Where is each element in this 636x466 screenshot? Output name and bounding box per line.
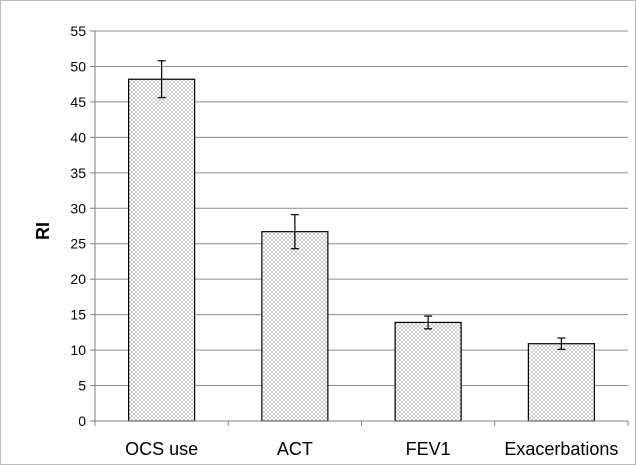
y-tick-label: 25	[70, 236, 86, 252]
bar	[128, 78, 196, 422]
labels: 0 5 10 15 20 25 30 35 40 45 50 55 OCS use ACT FEV1 Exac…	[70, 23, 618, 459]
y-tick-label: 45	[70, 94, 86, 110]
axes	[90, 30, 629, 426]
x-category-label: Exacerbations	[504, 439, 618, 459]
y-tick-label: 40	[70, 129, 86, 145]
y-tick-label: 55	[70, 23, 86, 39]
x-category-label: OCS use	[125, 439, 198, 459]
x-category-label: ACT	[277, 439, 313, 459]
y-tick-label: 5	[78, 378, 86, 394]
y-tick-label: 10	[70, 342, 86, 358]
y-tick-label: 15	[70, 307, 86, 323]
y-tick-label: 30	[70, 200, 86, 216]
y-tick-label: 35	[70, 165, 86, 181]
y-tick-label: 20	[70, 271, 86, 287]
bar	[527, 343, 595, 422]
y-tick-label: 50	[70, 58, 86, 74]
bars	[128, 60, 595, 422]
y-axis-title: RI	[33, 222, 53, 240]
y-tick-label: 0	[78, 413, 86, 429]
bar	[261, 231, 329, 422]
bar	[394, 321, 462, 422]
x-category-label: FEV1	[406, 439, 451, 459]
